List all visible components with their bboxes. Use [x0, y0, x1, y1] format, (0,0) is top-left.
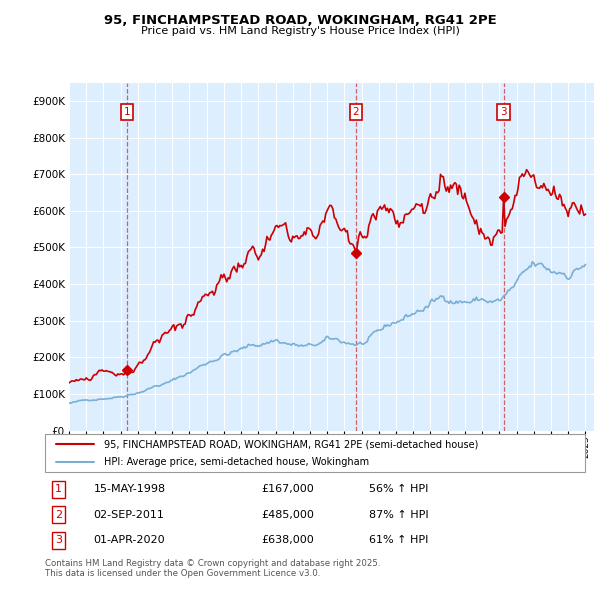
Text: 95, FINCHAMPSTEAD ROAD, WOKINGHAM, RG41 2PE (semi-detached house): 95, FINCHAMPSTEAD ROAD, WOKINGHAM, RG41 … [104, 440, 479, 450]
Text: 3: 3 [500, 107, 507, 117]
Text: Price paid vs. HM Land Registry's House Price Index (HPI): Price paid vs. HM Land Registry's House … [140, 26, 460, 36]
Text: £485,000: £485,000 [261, 510, 314, 520]
Text: £638,000: £638,000 [261, 535, 314, 545]
Text: HPI: Average price, semi-detached house, Wokingham: HPI: Average price, semi-detached house,… [104, 457, 370, 467]
Text: 56% ↑ HPI: 56% ↑ HPI [369, 484, 428, 494]
Text: Contains HM Land Registry data © Crown copyright and database right 2025.: Contains HM Land Registry data © Crown c… [45, 559, 380, 568]
Text: £167,000: £167,000 [261, 484, 314, 494]
FancyBboxPatch shape [45, 434, 585, 472]
Text: 87% ↑ HPI: 87% ↑ HPI [369, 510, 428, 520]
Text: 15-MAY-1998: 15-MAY-1998 [94, 484, 166, 494]
Text: 1: 1 [55, 484, 62, 494]
Text: 61% ↑ HPI: 61% ↑ HPI [369, 535, 428, 545]
Text: This data is licensed under the Open Government Licence v3.0.: This data is licensed under the Open Gov… [45, 569, 320, 578]
Text: 1: 1 [124, 107, 130, 117]
Text: 95, FINCHAMPSTEAD ROAD, WOKINGHAM, RG41 2PE: 95, FINCHAMPSTEAD ROAD, WOKINGHAM, RG41 … [104, 14, 496, 27]
Text: 02-SEP-2011: 02-SEP-2011 [94, 510, 164, 520]
Text: 01-APR-2020: 01-APR-2020 [94, 535, 165, 545]
Text: 2: 2 [55, 510, 62, 520]
Text: 2: 2 [353, 107, 359, 117]
Text: 3: 3 [55, 535, 62, 545]
